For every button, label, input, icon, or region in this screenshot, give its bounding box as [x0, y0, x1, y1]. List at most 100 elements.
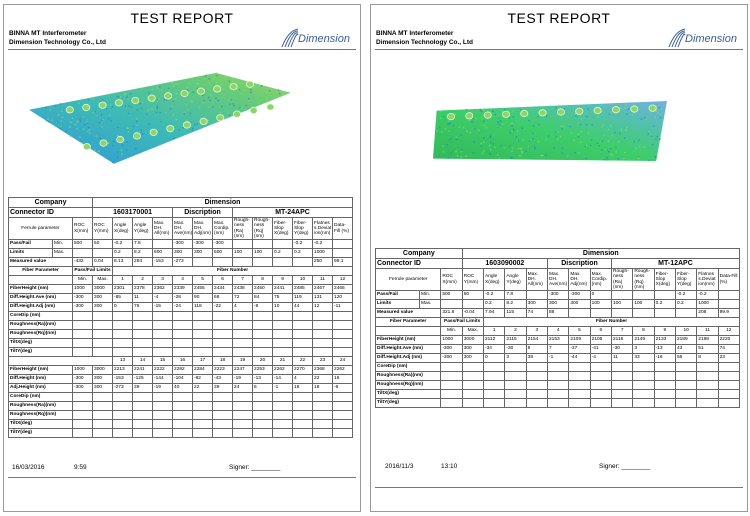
fiber-value [653, 380, 676, 390]
fiber-row-min [440, 371, 463, 381]
fiber-number: 3 [525, 326, 549, 336]
measured-value [272, 257, 294, 267]
limit-min-value: -0.2 [674, 290, 698, 300]
fiber-value [696, 389, 719, 399]
fiber-row-max [461, 362, 485, 372]
fiber-value [610, 371, 634, 381]
fiber-value [632, 398, 655, 408]
limit-max-value: 300 [546, 299, 570, 309]
fiber-value [172, 410, 194, 420]
fiber-number: 24 [332, 356, 354, 366]
fiber-value [717, 362, 740, 372]
measured-value [632, 308, 655, 318]
fiber-number: 9 [653, 326, 676, 336]
fiber-value: -41 [589, 344, 612, 354]
fiber-value: 2362 [152, 284, 174, 294]
fiber-row-label: FiberHeight (nm) [8, 284, 73, 294]
param-header: Angle Y(deg) [504, 268, 527, 291]
fiber-value [312, 329, 334, 339]
fiber-value: 10 [272, 302, 294, 312]
discription-value: MT-12APC [610, 258, 740, 269]
limit-max-value: 1000 [312, 248, 334, 258]
blank-cell [374, 326, 442, 336]
measured-value [212, 257, 234, 267]
fiber-value [674, 380, 698, 390]
fiber-row-label: Diff.Height.Adj (nm) [8, 302, 73, 312]
fiber-value: 33 [632, 353, 655, 363]
fiber-row-label: TiltY(deg) [374, 398, 442, 408]
measurement-table: Company Dimension Connector ID 1603170001 Di… [7, 197, 354, 438]
report-title: TEST REPORT [507, 10, 611, 26]
fiber-value [632, 362, 655, 372]
fiber-value [112, 401, 134, 411]
fiber-value [312, 428, 334, 438]
fiber-value [112, 311, 134, 321]
fiber-value: 131 [312, 293, 334, 303]
limit-min-value: 7.8 [132, 239, 154, 249]
fiber-value: -15 [152, 302, 174, 312]
fiber-value [192, 311, 214, 321]
dimension-logo: Dimension [667, 27, 737, 49]
connector-id-label: Connector ID [375, 258, 463, 269]
param-header: Max. DH. Adj(nm) [568, 268, 591, 291]
report-title: TEST REPORT [130, 10, 234, 26]
fiber-value [212, 410, 234, 420]
fiber-value [232, 428, 254, 438]
fiber-value: 44 [292, 302, 314, 312]
fiber-value [252, 419, 274, 429]
fiber-value [504, 362, 527, 372]
fiber-value [132, 329, 154, 339]
limit-max-value [71, 248, 94, 258]
limit-max-value: 100 [252, 248, 274, 258]
fiber-max-label: Max. [92, 275, 114, 285]
fiber-value: 2485 [292, 284, 314, 294]
fiber-number: 8 [632, 326, 655, 336]
measured-value: 0.04 [92, 257, 114, 267]
fiber-value: 12 [312, 302, 334, 312]
fiber-value: 38 [525, 353, 549, 363]
limit-min-value: -300 [192, 239, 214, 249]
fiber-number: 4 [546, 326, 570, 336]
fiber-min-label: Min. [440, 326, 463, 336]
fiber-value: 2282 [172, 365, 194, 375]
fiber-row-label: Roughness(Ra)(nm) [8, 320, 73, 330]
fiber-value [674, 362, 698, 372]
fiber-value: 2438 [232, 284, 254, 294]
fiber-number: 8 [252, 275, 274, 285]
fiber-number: 5 [192, 275, 214, 285]
fiber-number-label: Fiber Number [483, 317, 740, 327]
fiber-value: 90 [192, 293, 214, 303]
measured-value [292, 257, 314, 267]
param-header: ROC Y(mm) [92, 217, 114, 240]
fiber-value [332, 419, 354, 429]
fiber-value [192, 428, 214, 438]
fiber-value [525, 398, 549, 408]
limit-max-value: 100 [632, 299, 655, 309]
connector-id-label: Connector ID [7, 207, 94, 218]
limit-min-value [272, 239, 294, 249]
fiber-value [172, 329, 194, 339]
fiber-number: 7 [232, 275, 254, 285]
fiber-value [112, 392, 134, 402]
fiber-value [312, 410, 334, 420]
measured-label: Measured value [8, 257, 73, 267]
limit-min-value: -300 [212, 239, 234, 249]
limit-max-value: 0.2 [272, 248, 294, 258]
fiber-row-max [92, 419, 114, 429]
param-header: Angle X(deg) [112, 217, 134, 240]
fiber-number: 1 [483, 326, 506, 336]
fiber-row-label: CoreDip (nm) [8, 311, 73, 321]
fiber-row-min [440, 389, 463, 399]
limit-max-value: 300 [192, 248, 214, 258]
measured-value [589, 308, 612, 318]
fiber-row-min [440, 380, 463, 390]
fiber-row-label: TiltX(deg) [8, 419, 73, 429]
fiber-value [292, 401, 314, 411]
limit-min-value: 500 [440, 290, 463, 300]
measured-value: 250 [312, 257, 334, 267]
fiber-number: 20 [252, 356, 274, 366]
fiber-number: 7 [610, 326, 634, 336]
fiber-value: -144 [152, 374, 174, 384]
fiber-value: 2450 [252, 284, 274, 294]
measured-value [674, 308, 698, 318]
